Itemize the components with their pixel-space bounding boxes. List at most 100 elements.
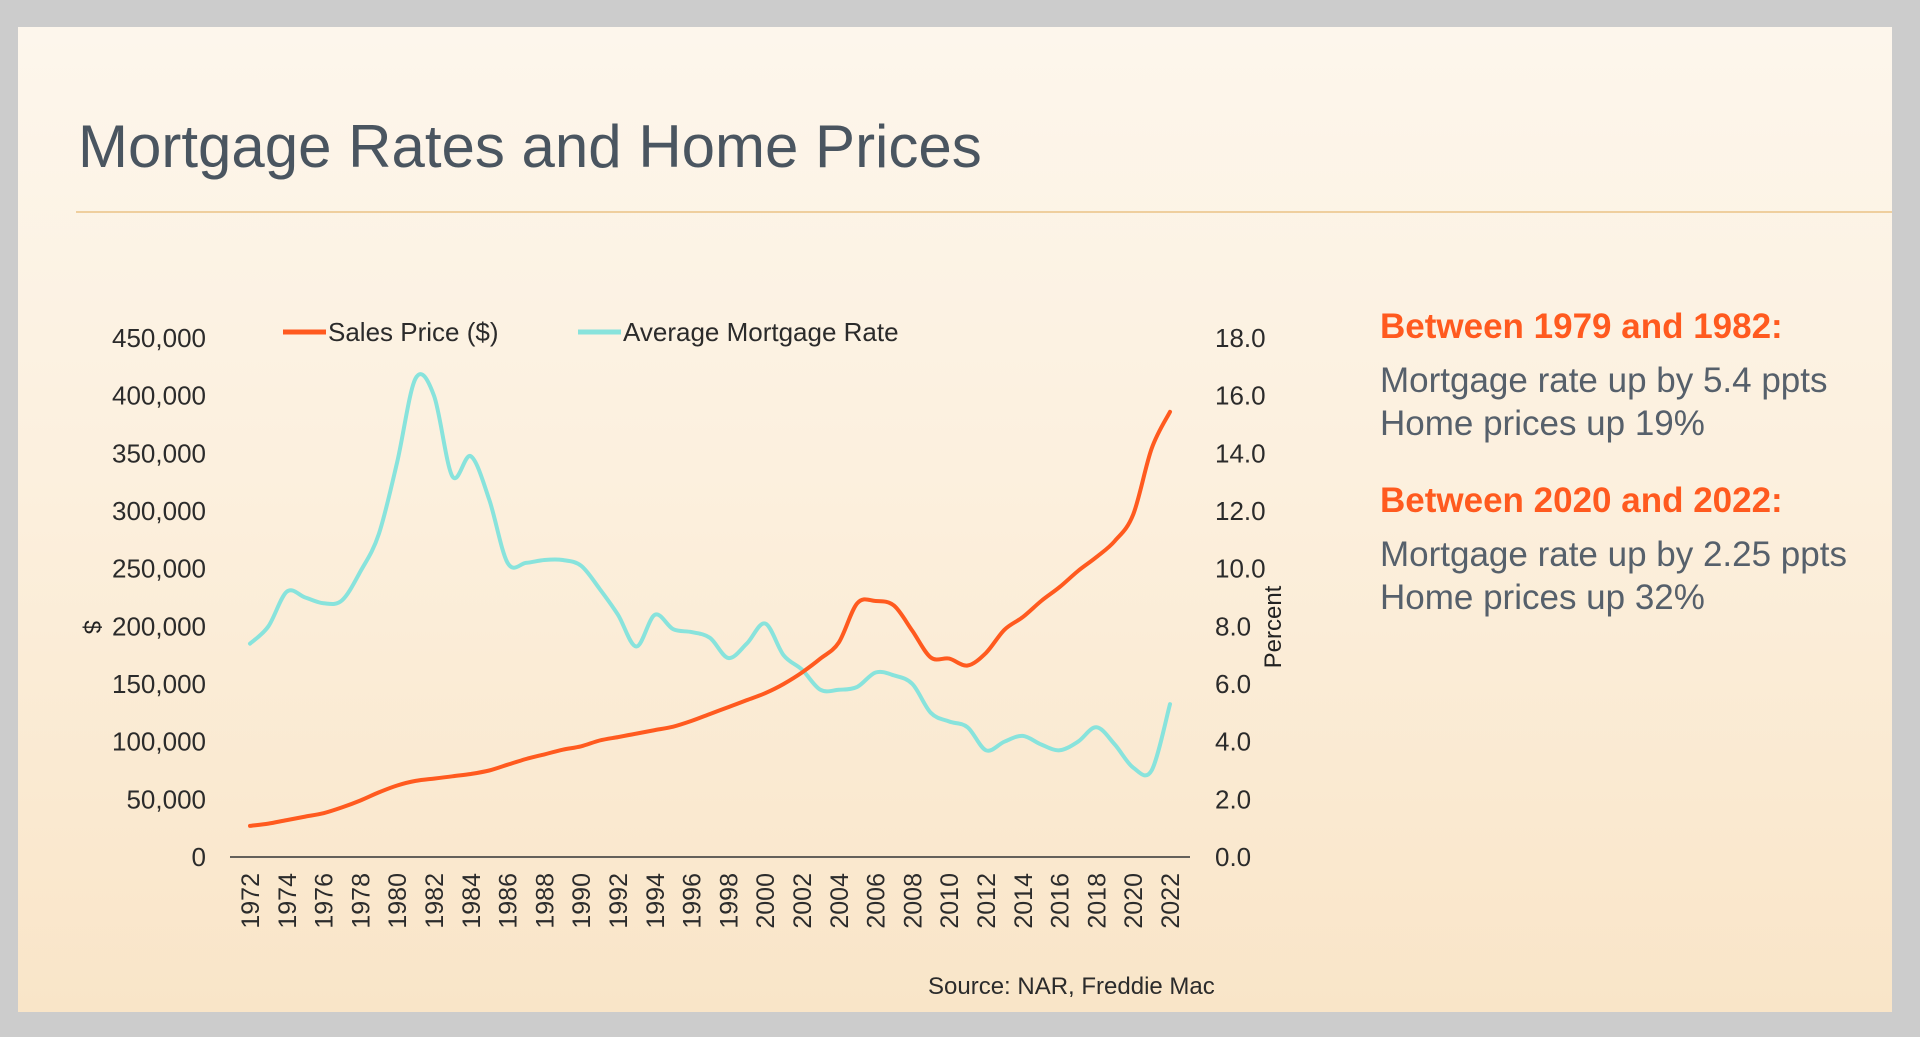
mortgage-rate-point-2015 <box>1039 743 1043 747</box>
mortgage-rate-point-1991 <box>598 587 602 591</box>
mortgage-rate-point-1979 <box>377 532 381 536</box>
sales-price-point-2007 <box>892 604 896 608</box>
x-axis-ticks: 1972 1974 1976 1978 1980 1982 1984 1986 1988 1990… <box>237 873 1185 929</box>
mortgage-rate-point-1972 <box>248 642 252 646</box>
sales-price-point-1995 <box>671 725 675 729</box>
mortgage-rate-point-1996 <box>690 630 694 634</box>
mortgage-rate-point-2020 <box>1131 766 1135 770</box>
line-chart: 0 50,000 100,000 150,000 200,000 250,000 300,0… <box>78 317 1287 929</box>
sales-price-point-2020 <box>1131 512 1135 516</box>
mortgage-rate-point-2011 <box>966 725 970 729</box>
x-tick-label: 1984 <box>458 873 486 929</box>
sales-price-point-2014 <box>1021 615 1025 619</box>
callout-2020-2022: Between 2020 and 2022: Mortgage rate up … <box>1380 481 1880 619</box>
series-line-mortgage-rate <box>248 372 1172 778</box>
left-tick-label: 300,000 <box>112 496 206 526</box>
sales-price-point-1977 <box>340 805 344 809</box>
x-tick-label: 1986 <box>495 873 523 929</box>
left-tick-label: 450,000 <box>112 323 206 353</box>
mortgage-rate-point-1973 <box>266 624 270 628</box>
mortgage-rate-point-1986 <box>506 561 510 565</box>
x-tick-label: 2008 <box>899 873 927 929</box>
mortgage-rate-point-2010 <box>947 719 951 723</box>
mortgage-rate-point-1997 <box>708 636 712 640</box>
source-note: Source: NAR, Freddie Mac <box>928 973 1215 1000</box>
sales-price-point-2022 <box>1168 410 1172 414</box>
callouts: Between 1979 and 1982: Mortgage rate up … <box>1380 307 1880 655</box>
sales-price-point-1975 <box>303 815 307 819</box>
x-tick-label: 1992 <box>605 873 633 929</box>
right-tick-label: 14.0 <box>1215 438 1266 468</box>
callout-1979-1982: Between 1979 and 1982: Mortgage rate up … <box>1380 307 1880 445</box>
sales-price-point-2003 <box>818 657 822 661</box>
mortgage-rate-point-2000 <box>763 621 767 625</box>
mortgage-rate-point-1995 <box>671 627 675 631</box>
callout-mortgage-change: Mortgage rate up by 5.4 ppts <box>1380 361 1828 400</box>
left-tick-label: 100,000 <box>112 727 206 757</box>
sales-price-point-2016 <box>1058 585 1062 589</box>
sales-price-point-2001 <box>782 682 786 686</box>
mortgage-rate-point-1992 <box>616 613 620 617</box>
right-axis-label: Percent <box>1260 585 1287 668</box>
mortgage-rate-point-1976 <box>322 601 326 605</box>
x-tick-label: 1982 <box>421 873 449 929</box>
sales-price-point-1999 <box>745 698 749 702</box>
legend: Sales Price ($) Average Mortgage Rate <box>283 317 899 347</box>
sales-price-point-1996 <box>690 719 694 723</box>
mortgage-rate-point-1981 <box>414 376 418 380</box>
sales-price-point-2006 <box>874 599 878 603</box>
sales-price-point-1978 <box>358 798 362 802</box>
mortgage-rate-point-1980 <box>395 460 399 464</box>
right-tick-label: 8.0 <box>1215 611 1251 641</box>
sales-price-point-2010 <box>947 657 951 661</box>
mortgage-rate-point-2001 <box>782 653 786 657</box>
sales-price-point-1988 <box>542 752 546 756</box>
sales-price-point-1997 <box>708 712 712 716</box>
left-axis-ticks: 0 50,000 100,000 150,000 200,000 250,000 300,0… <box>112 323 206 872</box>
mortgage-rate-point-2004 <box>837 688 841 692</box>
sales-price-point-2015 <box>1039 599 1043 603</box>
callout-price-change: Home prices up 32% <box>1380 578 1705 617</box>
mortgage-rate-point-2017 <box>1076 740 1080 744</box>
x-tick-label: 1978 <box>347 873 375 929</box>
sales-price-point-2012 <box>984 651 988 655</box>
mortgage-rate-point-2012 <box>984 748 988 752</box>
x-tick-label: 2020 <box>1120 873 1148 929</box>
x-tick-label: 2002 <box>789 873 817 929</box>
sales-price-point-1992 <box>616 735 620 739</box>
mortgage-rate-point-2005 <box>855 685 859 689</box>
sales-price-point-2021 <box>1150 447 1154 451</box>
mortgage-rate-point-1977 <box>340 598 344 602</box>
right-tick-label: 18.0 <box>1215 323 1266 353</box>
x-tick-label: 2006 <box>863 873 891 929</box>
sales-price-point-1993 <box>634 732 638 736</box>
right-axis-ticks: 0.0 2.0 4.0 6.0 8.0 10.0 12.0 14.0 16.0 18.0 <box>1215 323 1266 872</box>
x-tick-label: 1976 <box>311 873 339 929</box>
sales-price-point-1973 <box>266 822 270 826</box>
sales-price-point-2018 <box>1094 555 1098 559</box>
right-tick-label: 12.0 <box>1215 496 1266 526</box>
left-tick-label: 400,000 <box>112 381 206 411</box>
sales-price-point-1990 <box>579 744 583 748</box>
sales-price-point-2000 <box>763 691 767 695</box>
sales-price-point-1985 <box>487 769 491 773</box>
right-tick-label: 2.0 <box>1215 784 1251 814</box>
mortgage-rate-point-2018 <box>1094 725 1098 729</box>
left-tick-label: 200,000 <box>112 611 206 641</box>
left-axis-label: $ <box>78 620 105 633</box>
left-tick-label: 150,000 <box>112 669 206 699</box>
sales-price-point-1998 <box>726 705 730 709</box>
callout-heading: Between 2020 and 2022: <box>1380 481 1783 520</box>
sales-price-point-1980 <box>395 783 399 787</box>
sales-price-point-2017 <box>1076 569 1080 573</box>
sales-price-point-1991 <box>598 739 602 743</box>
x-tick-label: 1974 <box>274 873 302 929</box>
x-tick-label: 2022 <box>1157 873 1185 929</box>
sales-price-point-2019 <box>1113 539 1117 543</box>
series-points <box>248 376 1172 827</box>
x-tick-label: 1994 <box>642 873 670 929</box>
legend-label-mortgage-rate: Average Mortgage Rate <box>623 317 899 347</box>
x-tick-label: 1998 <box>715 873 743 929</box>
sales-price-point-1987 <box>524 757 528 761</box>
mortgage-rate-point-1987 <box>524 561 528 565</box>
